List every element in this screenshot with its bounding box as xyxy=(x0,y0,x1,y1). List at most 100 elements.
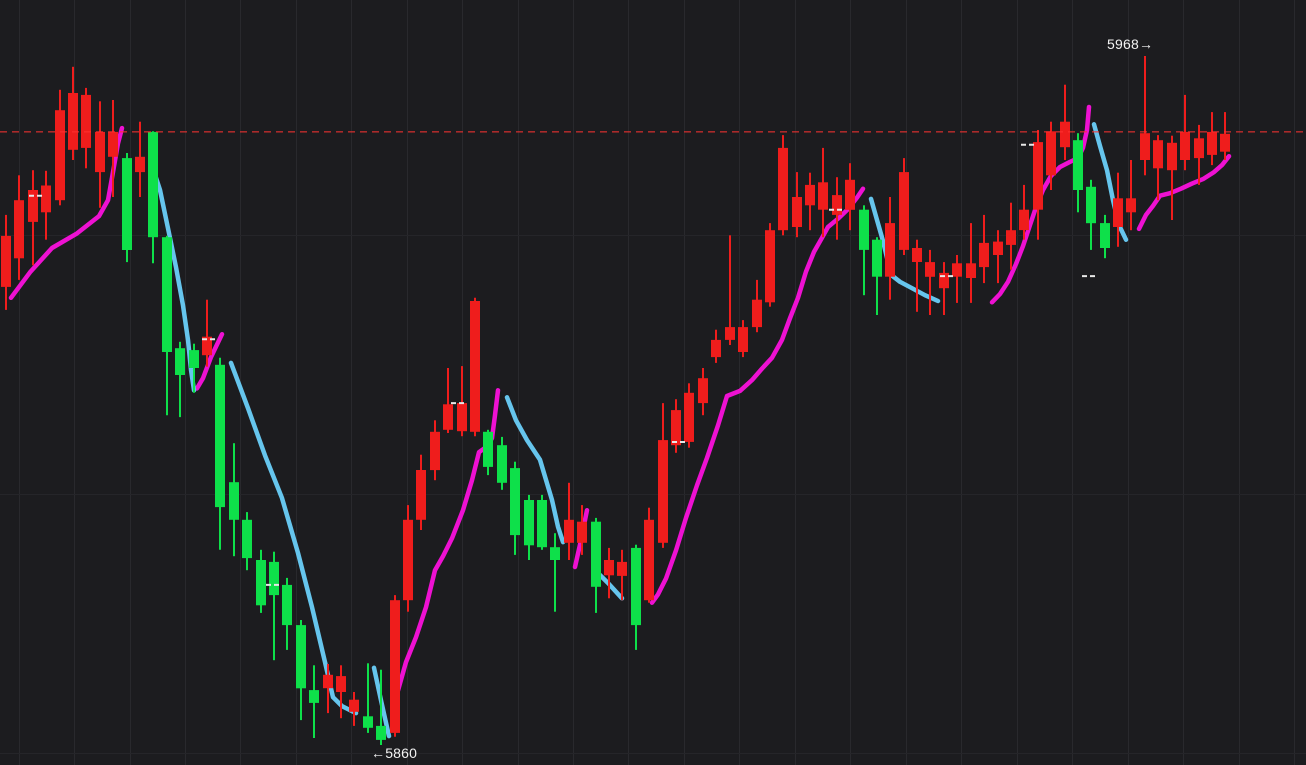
candle-body xyxy=(1126,198,1136,213)
candle-body xyxy=(41,185,51,213)
candle-body xyxy=(108,131,118,157)
candle-body xyxy=(832,195,842,215)
candle-body xyxy=(765,230,775,303)
candle-body xyxy=(698,378,708,404)
supertrend-up-lines xyxy=(8,104,1232,697)
candle-body xyxy=(1060,121,1070,148)
supertrend-up-segment xyxy=(8,125,125,301)
candle-body xyxy=(81,94,91,148)
candle-body xyxy=(711,339,721,358)
candle-body xyxy=(122,158,132,250)
candle-body xyxy=(859,209,869,250)
candle-body xyxy=(390,600,400,733)
candle-body xyxy=(738,327,748,352)
candle-body xyxy=(993,241,1003,255)
candle-body xyxy=(1100,223,1110,248)
candle-body xyxy=(162,237,172,352)
candle-body xyxy=(403,519,413,601)
candle-body xyxy=(202,336,212,356)
candle-body xyxy=(752,299,762,328)
candle-body xyxy=(899,172,909,250)
candle-body xyxy=(1167,142,1177,171)
low-price-annotation: ←5860 xyxy=(371,745,418,761)
candle-body xyxy=(1046,131,1056,176)
supertrend-down-segment xyxy=(149,163,197,393)
candle-body xyxy=(95,131,105,173)
candle-body xyxy=(148,131,158,238)
candle-body xyxy=(885,223,895,277)
candle-body xyxy=(242,519,252,559)
candle-body xyxy=(591,521,601,587)
candle-body xyxy=(1194,138,1204,159)
candle-body xyxy=(470,301,480,432)
candle-body xyxy=(1086,186,1096,224)
candle-body xyxy=(363,716,373,728)
candle-body xyxy=(309,690,319,703)
candle-body xyxy=(805,184,815,206)
candle-body xyxy=(617,561,627,576)
supertrend-down-segment xyxy=(504,395,566,545)
supertrend-down-segment xyxy=(1091,122,1129,242)
candle-body xyxy=(269,561,279,596)
candle-body xyxy=(483,431,493,467)
candle-body xyxy=(349,699,359,712)
candle-body xyxy=(725,327,735,340)
supertrend-up-segment xyxy=(1136,153,1232,232)
candles xyxy=(1,56,1230,745)
candle-body xyxy=(564,519,574,543)
candle-body xyxy=(443,404,453,430)
high-price-annotation: 5968→ xyxy=(1107,36,1154,52)
candle-body xyxy=(1019,209,1029,231)
candle-body xyxy=(524,500,534,546)
candle-body xyxy=(430,431,440,471)
candle-body xyxy=(631,547,641,626)
candle-body xyxy=(912,248,922,262)
candle-body xyxy=(952,263,962,277)
candle-body xyxy=(979,242,989,268)
candle-body xyxy=(135,156,145,173)
candle-body xyxy=(1180,131,1190,160)
candle-body xyxy=(1,235,11,287)
candle-body xyxy=(28,190,38,222)
candle-body xyxy=(457,403,467,432)
candle-body xyxy=(336,676,346,692)
candle-body xyxy=(537,500,547,548)
candle-body xyxy=(644,519,654,601)
candle-body xyxy=(604,560,614,576)
candle-body xyxy=(925,262,935,277)
supertrend-up-segment xyxy=(649,186,866,605)
candle-body xyxy=(55,110,65,201)
candle-body xyxy=(778,147,788,231)
candle-body xyxy=(1207,131,1217,155)
candle-body xyxy=(282,584,292,626)
candle-body xyxy=(1153,140,1163,169)
candle-body xyxy=(1113,198,1123,227)
candle-body xyxy=(256,560,266,606)
candle-body xyxy=(189,350,199,368)
candle-body xyxy=(215,364,225,508)
candle-body xyxy=(684,392,694,442)
candle-body xyxy=(497,445,507,483)
candle-body xyxy=(175,348,185,375)
candle-body xyxy=(671,410,681,446)
candle-body xyxy=(416,470,426,520)
candle-body xyxy=(68,93,78,150)
candle-body xyxy=(658,440,668,543)
candle-body xyxy=(966,263,976,278)
candle-body xyxy=(1220,133,1230,152)
candle-body xyxy=(510,468,520,536)
candle-body xyxy=(1033,142,1043,210)
candle-body xyxy=(845,179,855,210)
candle-body xyxy=(872,239,882,277)
candle-body xyxy=(1073,140,1083,190)
candle-body xyxy=(577,521,587,543)
supertrend-up-segment xyxy=(194,331,225,391)
candle-body xyxy=(376,725,386,740)
supertrend-down-segment xyxy=(228,360,359,716)
candle-body xyxy=(296,625,306,689)
candle-body xyxy=(818,182,828,210)
candle-body xyxy=(323,674,333,689)
